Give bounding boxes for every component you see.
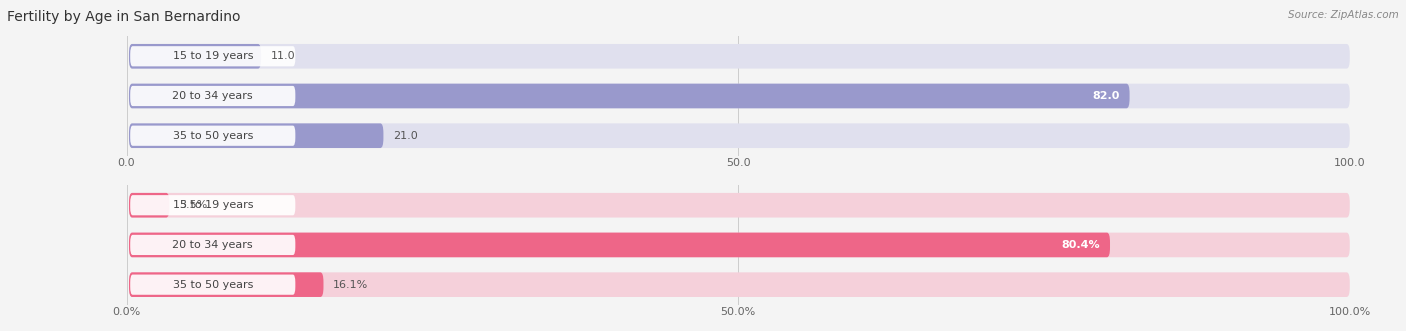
Text: 16.1%: 16.1% [333, 280, 368, 290]
FancyBboxPatch shape [129, 84, 1129, 108]
FancyBboxPatch shape [129, 272, 1350, 297]
Text: Source: ZipAtlas.com: Source: ZipAtlas.com [1288, 10, 1399, 20]
FancyBboxPatch shape [131, 86, 295, 106]
FancyBboxPatch shape [129, 84, 1350, 108]
Text: 35 to 50 years: 35 to 50 years [173, 131, 253, 141]
FancyBboxPatch shape [131, 195, 295, 215]
Text: 82.0: 82.0 [1092, 91, 1119, 101]
FancyBboxPatch shape [129, 233, 1350, 257]
Text: 20 to 34 years: 20 to 34 years [173, 240, 253, 250]
Text: 11.0: 11.0 [271, 51, 295, 61]
Text: 35 to 50 years: 35 to 50 years [173, 280, 253, 290]
FancyBboxPatch shape [131, 274, 295, 295]
Text: 20 to 34 years: 20 to 34 years [173, 91, 253, 101]
FancyBboxPatch shape [129, 233, 1109, 257]
FancyBboxPatch shape [129, 44, 1350, 69]
FancyBboxPatch shape [129, 123, 384, 148]
Text: 15 to 19 years: 15 to 19 years [173, 51, 253, 61]
FancyBboxPatch shape [129, 272, 323, 297]
FancyBboxPatch shape [131, 46, 295, 67]
FancyBboxPatch shape [129, 123, 1350, 148]
Text: 21.0: 21.0 [394, 131, 418, 141]
Text: 3.5%: 3.5% [179, 200, 208, 210]
FancyBboxPatch shape [129, 193, 1350, 217]
Text: 80.4%: 80.4% [1062, 240, 1101, 250]
FancyBboxPatch shape [131, 125, 295, 146]
FancyBboxPatch shape [129, 44, 262, 69]
FancyBboxPatch shape [131, 235, 295, 255]
Text: 15 to 19 years: 15 to 19 years [173, 200, 253, 210]
FancyBboxPatch shape [129, 193, 169, 217]
Text: Fertility by Age in San Bernardino: Fertility by Age in San Bernardino [7, 10, 240, 24]
